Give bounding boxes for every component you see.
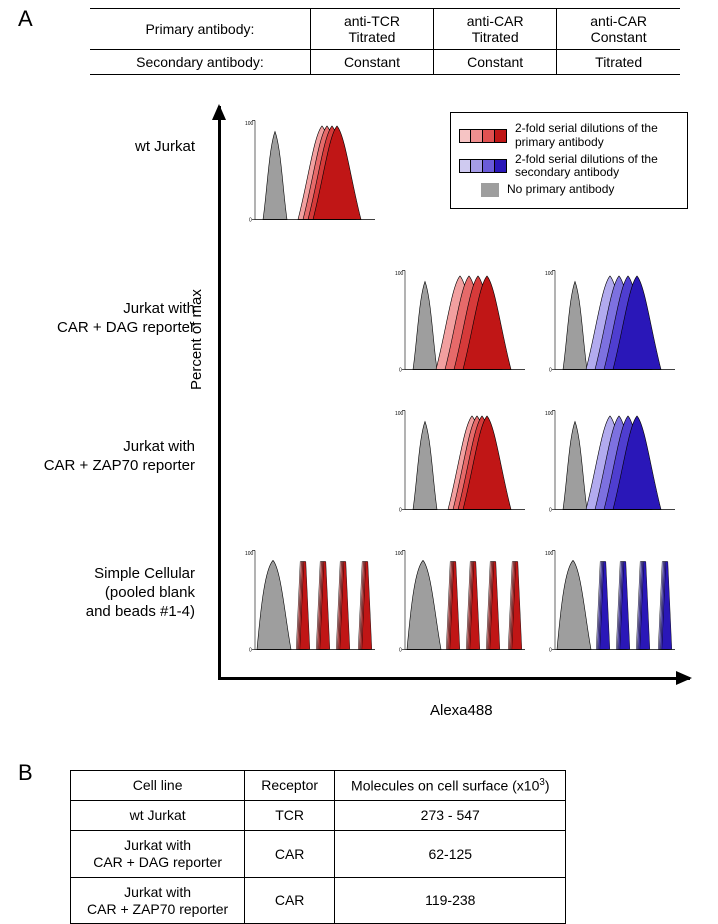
legend-blue-swatches	[459, 159, 507, 173]
table-row: wt Jurkat TCR 273 - 547	[71, 801, 566, 831]
col-1-secondary: Constant	[434, 50, 557, 75]
row-label-0: wt Jurkat	[10, 138, 195, 157]
svg-text:100: 100	[545, 551, 553, 557]
histogram-3-0: 100 0	[245, 545, 380, 655]
tbl-h1: Receptor	[245, 771, 335, 801]
svg-text:100: 100	[245, 551, 253, 557]
secondary-antibody-label: Secondary antibody:	[90, 50, 310, 75]
cell-line: Jurkat withCAR + ZAP70 reporter	[71, 877, 245, 924]
cell-line: Jurkat withCAR + DAG reporter	[71, 831, 245, 878]
cell-line: wt Jurkat	[71, 801, 245, 831]
antibody-header-table: Primary antibody: anti-TCRTitrated anti-…	[90, 8, 680, 75]
row-label-1: Jurkat withCAR + DAG reporter	[10, 300, 195, 338]
svg-text:0: 0	[249, 218, 252, 224]
legend-grey-swatch	[481, 183, 499, 197]
svg-text:0: 0	[399, 508, 402, 514]
svg-text:0: 0	[399, 368, 402, 374]
tbl-h0: Cell line	[71, 771, 245, 801]
col-2-secondary: Titrated	[557, 50, 680, 75]
svg-text:100: 100	[245, 121, 253, 127]
svg-text:0: 0	[549, 648, 552, 654]
histogram-3-1: 100 0	[395, 545, 530, 655]
svg-text:100: 100	[395, 551, 403, 557]
svg-text:0: 0	[549, 368, 552, 374]
col-0-primary: anti-TCRTitrated	[310, 9, 433, 50]
results-table: Cell line Receptor Molecules on cell sur…	[70, 770, 566, 924]
histogram-1-2: 100 0	[545, 265, 680, 375]
histogram-2-1: 100 0	[395, 405, 530, 515]
svg-text:100: 100	[545, 411, 553, 417]
primary-antibody-label: Primary antibody:	[90, 9, 310, 50]
legend-grey-text: No primary antibody	[507, 183, 614, 197]
legend-red-text: 2-fold serial dilutions of the primary a…	[515, 122, 679, 150]
panel-b-letter: B	[18, 760, 33, 786]
svg-text:100: 100	[395, 271, 403, 277]
svg-text:100: 100	[545, 271, 553, 277]
x-axis-arrow	[218, 677, 690, 680]
table-row: Jurkat withCAR + DAG reporter CAR 62-125	[71, 831, 566, 878]
legend-box: 2-fold serial dilutions of the primary a…	[450, 112, 688, 209]
molecules: 62-125	[335, 831, 566, 878]
row-label-3: Simple Cellular(pooled blankand beads #1…	[10, 565, 195, 621]
svg-text:0: 0	[249, 648, 252, 654]
legend-red-row: 2-fold serial dilutions of the primary a…	[459, 122, 679, 150]
panel-a-letter: A	[18, 6, 33, 32]
x-axis-label: Alexa488	[430, 702, 493, 719]
legend-grey-row: No primary antibody	[459, 183, 679, 197]
row-label-2: Jurkat withCAR + ZAP70 reporter	[10, 438, 195, 476]
col-0-secondary: Constant	[310, 50, 433, 75]
histogram-0-0: 100 0	[245, 115, 380, 225]
col-1-primary: anti-CARTitrated	[434, 9, 557, 50]
histogram-1-1: 100 0	[395, 265, 530, 375]
y-axis-arrow	[218, 106, 221, 680]
tbl-h2: Molecules on cell surface (x103)	[335, 771, 566, 801]
svg-text:100: 100	[395, 411, 403, 417]
receptor: CAR	[245, 831, 335, 878]
histogram-2-2: 100 0	[545, 405, 680, 515]
svg-text:0: 0	[399, 648, 402, 654]
receptor: TCR	[245, 801, 335, 831]
table-row: Jurkat withCAR + ZAP70 reporter CAR 119-…	[71, 877, 566, 924]
legend-blue-row: 2-fold serial dilutions of the secondary…	[459, 153, 679, 181]
molecules: 119-238	[335, 877, 566, 924]
svg-text:0: 0	[549, 508, 552, 514]
legend-blue-text: 2-fold serial dilutions of the secondary…	[515, 153, 679, 181]
histogram-3-2: 100 0	[545, 545, 680, 655]
col-2-primary: anti-CARConstant	[557, 9, 680, 50]
receptor: CAR	[245, 877, 335, 924]
legend-red-swatches	[459, 129, 507, 143]
molecules: 273 - 547	[335, 801, 566, 831]
